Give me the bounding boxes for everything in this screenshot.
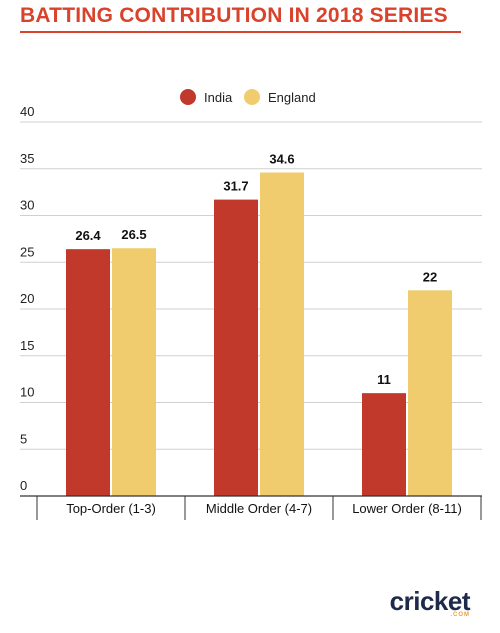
y-tick-label: 10 <box>20 385 34 400</box>
data-label-india-1: 31.7 <box>223 179 248 194</box>
bar-england-1 <box>260 172 304 497</box>
y-tick-label: 0 <box>20 478 27 493</box>
data-label-india-2: 11 <box>377 372 391 387</box>
legend-marker-india <box>180 89 196 105</box>
x-axis: Top-Order (1-3) Middle Order (4-7) Lower O… <box>20 495 482 520</box>
y-tick-label: 30 <box>20 198 34 213</box>
data-label-india-0: 26.4 <box>75 228 101 243</box>
x-tick-label: Top-Order (1-3) <box>66 501 156 516</box>
legend-label-england: England <box>268 90 316 105</box>
x-tick-label: Lower Order (8-11) <box>352 501 462 516</box>
x-tick-label: Middle Order (4-7) <box>206 501 312 516</box>
brand-logo: cricket .COM <box>389 586 471 618</box>
legend: India England <box>180 89 316 105</box>
legend-label-india: India <box>204 90 233 105</box>
y-tick-label: 35 <box>20 151 34 166</box>
chart-title: BATTING CONTRIBUTION IN 2018 SERIES <box>20 4 448 27</box>
legend-marker-england <box>244 89 260 105</box>
bars: 26.4 26.5 31.7 34.6 11 22 <box>66 151 452 497</box>
y-tick-label: 25 <box>20 244 34 259</box>
bar-india-2 <box>362 393 406 496</box>
y-tick-label: 15 <box>20 338 34 353</box>
brand-suffix: .COM <box>450 612 470 618</box>
y-tick-label: 5 <box>20 431 27 446</box>
bar-england-2 <box>408 290 452 496</box>
data-label-england-2: 22 <box>423 269 437 284</box>
data-label-england-0: 26.5 <box>121 227 146 242</box>
data-label-england-1: 34.6 <box>269 151 294 166</box>
brand-wordmark: cricket <box>389 586 471 616</box>
bar-india-0 <box>66 249 110 496</box>
bar-india-1 <box>214 199 258 497</box>
y-axis-ticks: 0 5 10 15 20 25 30 35 40 <box>20 104 34 493</box>
bar-england-0 <box>112 248 156 496</box>
y-tick-label: 20 <box>20 291 34 306</box>
title-divider <box>20 31 461 33</box>
y-tick-label: 40 <box>20 104 34 119</box>
